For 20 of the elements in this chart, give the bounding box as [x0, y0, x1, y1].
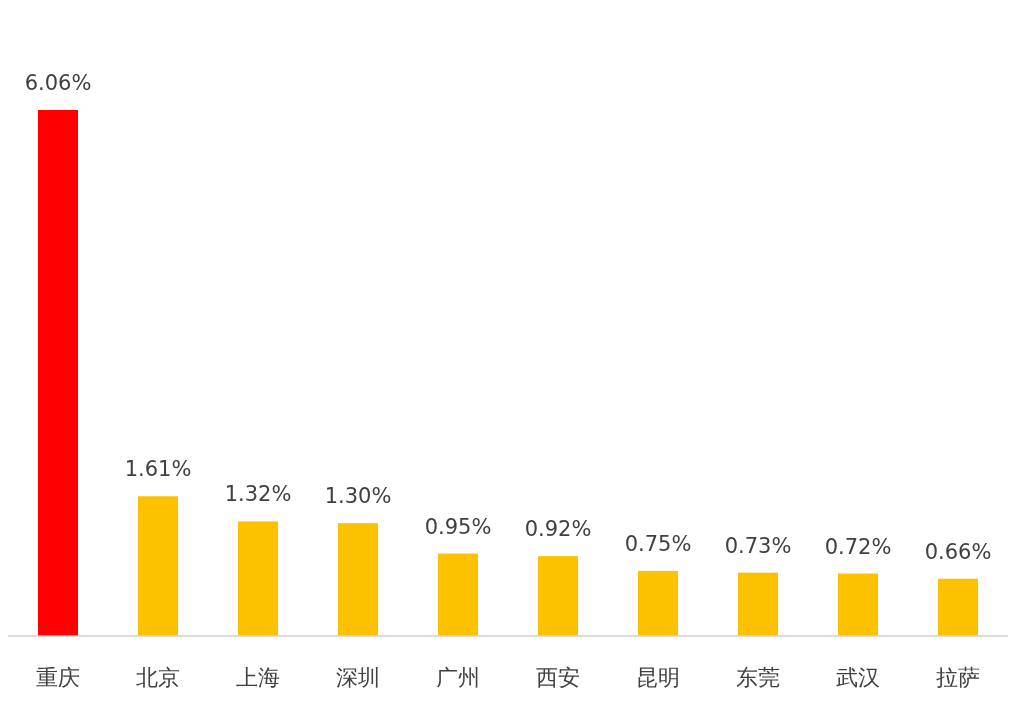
x-tick-label: 东莞 [736, 665, 780, 690]
x-tick-label: 西安 [536, 665, 580, 690]
data-label: 0.73% [724, 533, 792, 558]
x-tick-label: 上海 [236, 665, 280, 690]
x-tick-label: 拉萨 [936, 665, 980, 690]
data-label: 0.66% [924, 539, 992, 564]
data-label: 0.95% [424, 514, 492, 539]
data-label: 0.72% [824, 534, 892, 559]
x-tick-label: 深圳 [336, 665, 380, 690]
x-tick-label: 广州 [436, 665, 480, 690]
data-label: 1.32% [224, 482, 292, 507]
data-label: 0.92% [524, 517, 592, 542]
data-label: 1.30% [324, 484, 392, 509]
data-label: 6.06% [24, 71, 92, 95]
data-label: 0.75% [624, 531, 692, 556]
x-tick-label: 昆明 [636, 665, 680, 690]
x-tick-label: 北京 [136, 665, 180, 690]
x-tick-label: 重庆 [36, 665, 80, 690]
data-label: 1.61% [124, 457, 192, 482]
x-tick-label: 武汉 [836, 665, 880, 690]
